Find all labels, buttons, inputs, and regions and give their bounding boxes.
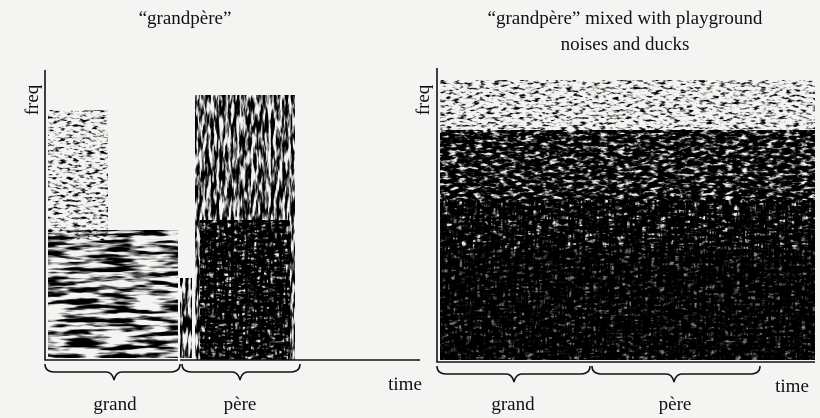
panel-title: “grandpère” — [139, 8, 232, 29]
segment-label: grand — [491, 394, 535, 415]
segment-label: grand — [93, 394, 137, 415]
axis-label: freq — [22, 84, 43, 115]
spectrogram-noisy — [440, 80, 815, 360]
brace — [437, 366, 590, 382]
axis-label: freq — [413, 84, 434, 115]
figure: “grandpère” freq time grand père “grandp… — [0, 0, 820, 418]
brace — [182, 364, 300, 380]
brace — [45, 364, 180, 380]
segment-label: père — [224, 394, 257, 415]
spectrogram-clean — [48, 95, 295, 360]
panel-title: “grandpère” mixed with playground — [488, 8, 763, 29]
segment-label: père — [659, 394, 692, 415]
axis-label: time — [775, 376, 809, 397]
axis-label: time — [388, 374, 422, 395]
panel-title: noises and ducks — [561, 34, 690, 55]
brace — [592, 366, 760, 382]
